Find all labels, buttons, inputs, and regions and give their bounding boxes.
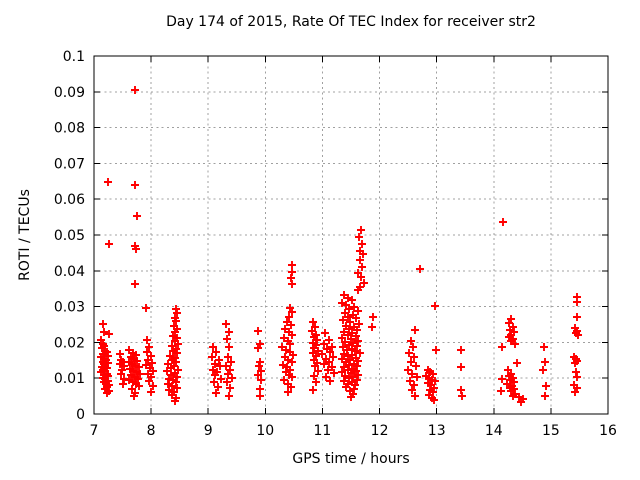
y-tick-label: 0.05: [54, 228, 85, 244]
y-tick-label: 0.06: [54, 192, 85, 208]
y-tick-label: 0.1: [63, 49, 85, 65]
y-tick-label: 0.02: [54, 335, 85, 351]
y-tick-label: 0.01: [54, 371, 85, 387]
x-tick-label: 13: [428, 423, 446, 439]
y-tick-label: 0.09: [54, 85, 85, 101]
x-tick-label: 16: [599, 423, 617, 439]
x-tick-label: 7: [90, 423, 99, 439]
x-tick-label: 14: [485, 423, 503, 439]
x-axis-label: GPS time / hours: [292, 451, 410, 467]
x-tick-label: 15: [542, 423, 560, 439]
y-tick-label: 0: [76, 407, 85, 423]
y-axis-label: ROTI / TECUs: [17, 189, 33, 281]
x-tick-label: 11: [313, 423, 331, 439]
x-tick-label: 9: [204, 423, 213, 439]
chart-title: Day 174 of 2015, Rate Of TEC Index for r…: [166, 14, 536, 30]
scatter-points: [97, 86, 582, 406]
y-tick-label: 0.08: [54, 121, 85, 137]
y-tick-label: 0.04: [54, 264, 85, 280]
y-tick-label: 0.07: [54, 156, 85, 172]
x-tick-label: 12: [371, 423, 389, 439]
y-tick-label: 0.03: [54, 300, 85, 316]
x-tick-label: 10: [256, 423, 274, 439]
x-tick-label: 8: [147, 423, 156, 439]
